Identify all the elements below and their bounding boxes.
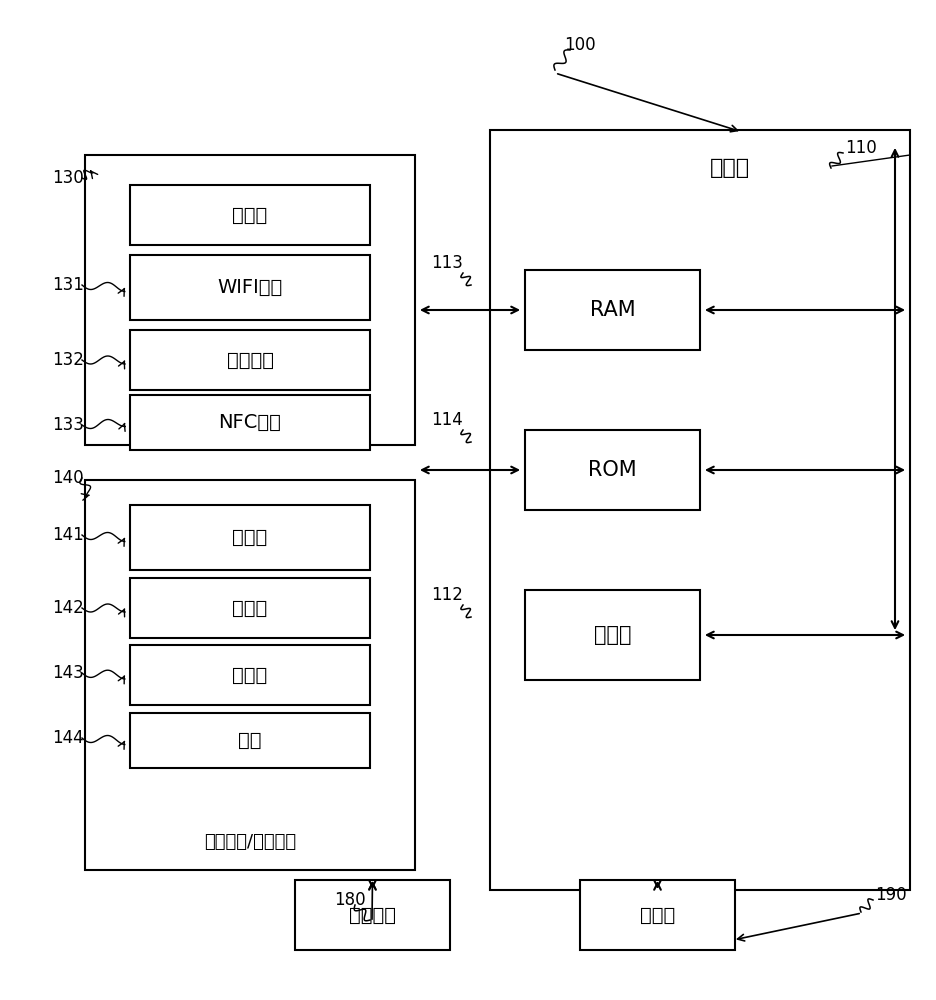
Bar xyxy=(525,590,700,680)
Text: 按键: 按键 xyxy=(239,731,262,750)
Text: 140: 140 xyxy=(52,469,83,487)
Bar xyxy=(130,713,370,768)
Bar xyxy=(490,130,910,890)
Bar xyxy=(85,155,415,445)
Text: 100: 100 xyxy=(564,36,596,54)
Text: 142: 142 xyxy=(52,599,83,617)
Bar xyxy=(130,578,370,638)
Bar xyxy=(525,430,700,510)
Text: 144: 144 xyxy=(52,729,83,747)
Text: 处理器: 处理器 xyxy=(593,625,631,645)
Text: 麦克风: 麦克风 xyxy=(232,528,268,547)
Text: 传感器: 传感器 xyxy=(232,666,268,684)
Text: 131: 131 xyxy=(52,276,84,294)
Text: 110: 110 xyxy=(845,139,877,157)
Bar xyxy=(130,395,370,450)
Text: 供电电源: 供电电源 xyxy=(349,906,396,924)
Text: 用户输入/输出接口: 用户输入/输出接口 xyxy=(204,833,296,851)
Text: 133: 133 xyxy=(52,416,84,434)
Text: 113: 113 xyxy=(431,254,463,272)
Text: ROM: ROM xyxy=(588,460,636,480)
Text: 112: 112 xyxy=(431,586,463,604)
Bar xyxy=(580,880,735,950)
Bar xyxy=(525,270,700,350)
Text: 存储器: 存储器 xyxy=(640,906,675,924)
Text: 通信器: 通信器 xyxy=(232,206,268,225)
Text: 180: 180 xyxy=(334,891,366,909)
Text: 触摸板: 触摸板 xyxy=(232,598,268,617)
Text: 190: 190 xyxy=(875,886,907,904)
Bar xyxy=(130,255,370,320)
Text: 114: 114 xyxy=(431,411,463,429)
Bar xyxy=(130,330,370,390)
Text: 143: 143 xyxy=(52,664,83,682)
Bar xyxy=(130,505,370,570)
Text: 控制器: 控制器 xyxy=(709,158,750,178)
Text: 蓝牙模块: 蓝牙模块 xyxy=(227,351,273,369)
Bar xyxy=(130,645,370,705)
Text: 132: 132 xyxy=(52,351,84,369)
Text: WIFI模块: WIFI模块 xyxy=(217,278,283,297)
Bar xyxy=(130,185,370,245)
Text: 141: 141 xyxy=(52,526,83,544)
Text: RAM: RAM xyxy=(590,300,636,320)
Text: 130: 130 xyxy=(52,169,83,187)
Text: NFC模块: NFC模块 xyxy=(219,413,282,432)
Bar xyxy=(295,880,450,950)
Bar xyxy=(85,480,415,870)
